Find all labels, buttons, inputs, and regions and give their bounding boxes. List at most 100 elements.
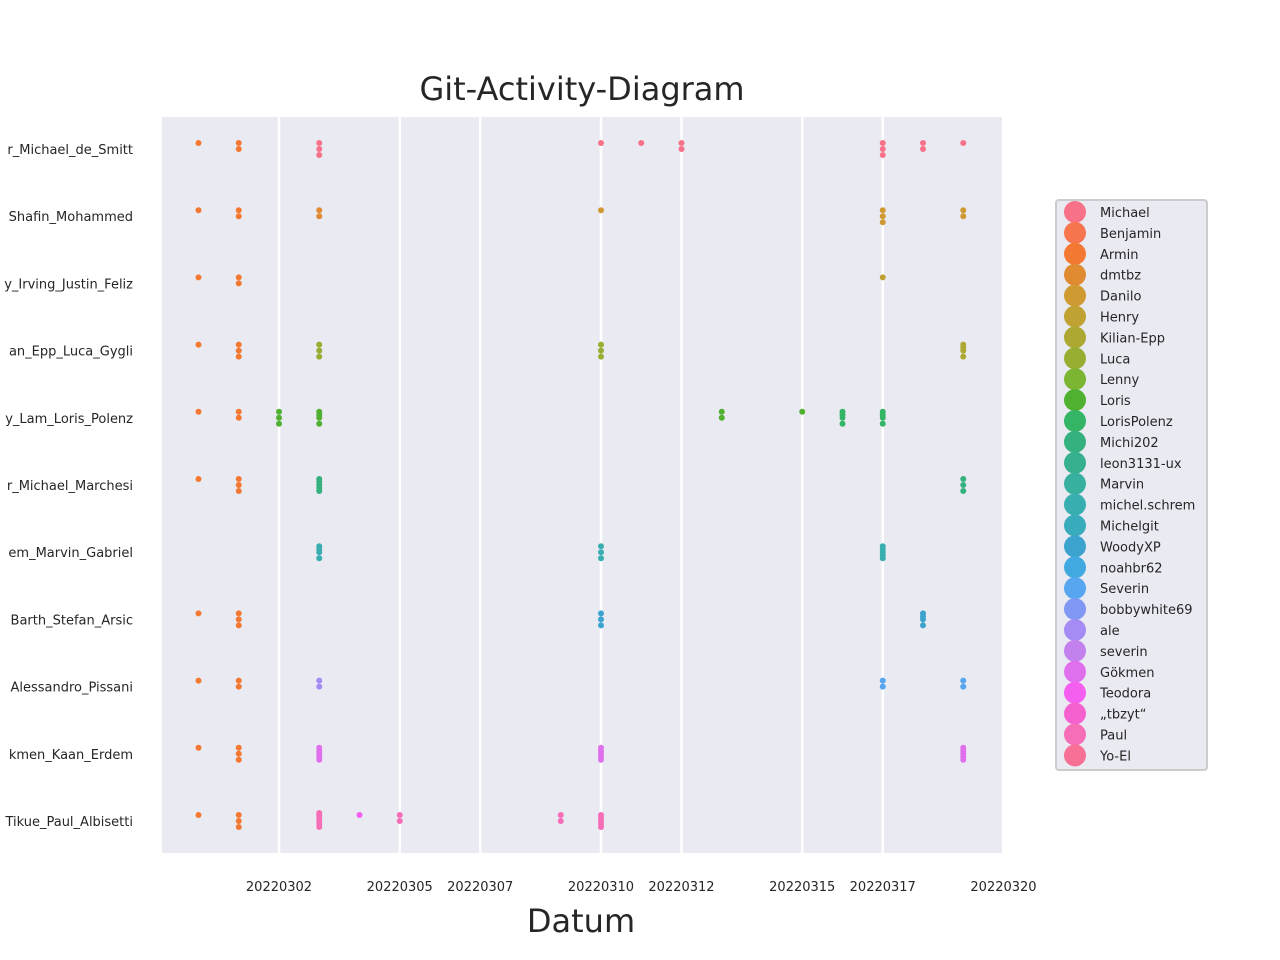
commit-point [356,812,363,818]
legend-marker [1064,201,1086,223]
legend-label: Luca [1100,352,1130,367]
commit-point [960,353,967,360]
legend-marker [1064,660,1086,683]
commit-point [839,420,846,427]
commit-point [235,818,242,824]
legend-marker [1064,326,1086,349]
legend-marker [1064,535,1086,558]
commit-point [316,420,323,427]
x-tick-label: 20220315 [769,880,835,895]
commit-point [316,753,323,760]
commit-point [879,140,886,146]
legend-label: noahbr62 [1100,561,1163,576]
commit-point [316,213,323,220]
legend-label: Armin [1100,248,1139,263]
commit-point [195,140,202,146]
legend-label: Danilo [1100,290,1141,305]
commit-point [920,140,926,146]
commit-point [235,347,242,354]
commit-point [879,274,886,281]
commit-point [195,677,202,684]
legend-marker [1064,681,1086,704]
legend-label: dmtbz [1100,269,1141,284]
commit-point [960,140,967,146]
commit-point [960,476,967,482]
commit-point [316,747,323,754]
legend-marker [1064,263,1086,286]
legend-marker [1064,221,1086,244]
legend-marker [1064,744,1086,767]
commit-point [195,274,202,281]
commit-point [235,280,242,287]
legend-label: Paul [1100,729,1127,744]
commit-point [235,750,242,757]
legend-marker [1064,598,1086,621]
legend-marker [1064,723,1086,746]
legend-label: Loris [1100,394,1131,409]
legend-label: Lenny [1100,373,1139,388]
commit-point [598,815,604,821]
legend-marker [1064,472,1086,495]
y-tick-label: Tikue_Paul_Albisetti [4,815,133,830]
commit-point [678,146,685,152]
legend-marker [1064,514,1086,537]
commit-point [598,616,604,623]
commit-point [195,408,202,415]
commit-point [316,347,323,354]
legend-label: michel.schrem [1100,499,1195,514]
commit-point [396,818,403,824]
legend-marker [1064,242,1086,265]
commit-point [879,207,886,214]
chart-title: Git-Activity-Diagram [419,70,744,108]
commit-point [839,411,846,418]
y-tick-label: y_Irving_Justin_Feliz [4,277,133,292]
legend-label: Gökmen [1100,666,1154,681]
legend-label: Kilian-Epp [1100,331,1165,346]
commit-point [598,549,604,556]
commit-point [276,420,282,427]
commit-point [235,756,242,763]
y-tick-label: kmen_Kaan_Erdem [9,748,133,763]
commit-point [960,207,967,214]
commit-point [235,610,242,617]
x-tick-label: 20220302 [246,880,312,895]
legend-label: bobbywhite69 [1100,603,1193,618]
commit-point [879,411,886,418]
commit-point [235,622,242,629]
legend-label: Teodora [1099,687,1151,702]
commit-point [920,613,926,620]
commit-point [316,207,323,214]
legend-label: Henry [1100,311,1139,326]
commit-point [396,812,403,818]
commit-point [879,146,886,152]
plot-area [162,117,1002,853]
legend-label: severin [1100,645,1148,660]
commit-point [316,479,323,485]
commit-point [920,622,926,629]
legend-label: ale [1100,624,1120,639]
commit-point [235,213,242,220]
commit-point [316,555,323,562]
y-tick-label: y_Lam_Loris_Polenz [5,412,133,427]
commit-point [316,411,323,418]
commit-point [276,408,282,415]
commit-point [316,683,323,690]
legend-marker [1064,410,1086,432]
commit-point [235,341,242,348]
x-tick-label: 20220317 [850,880,916,895]
commit-point [557,818,564,824]
commit-point [960,747,967,754]
commit-point [316,821,323,827]
commit-point [598,347,604,354]
commit-point [235,824,242,830]
commit-point [195,476,202,482]
commit-point [557,812,564,818]
legend-marker [1064,430,1086,453]
commit-point [960,683,967,690]
commit-point [598,555,604,562]
commit-point [316,140,323,146]
x-tick-label: 20220307 [447,880,513,895]
commit-point [195,744,202,751]
commit-point [960,677,967,684]
legend-marker [1064,577,1086,600]
